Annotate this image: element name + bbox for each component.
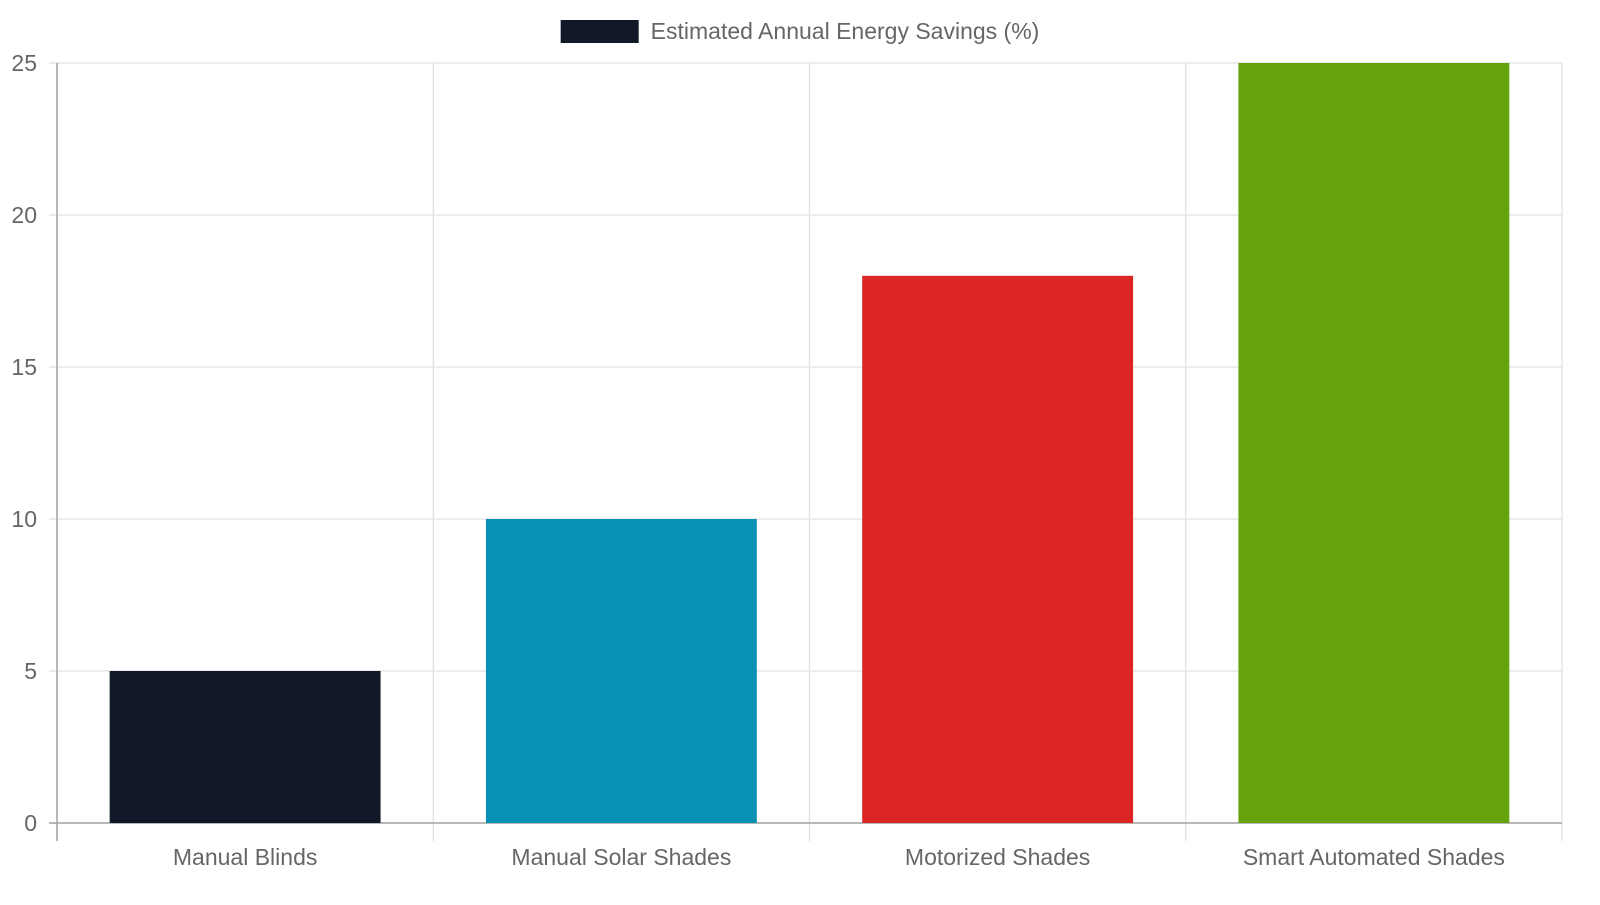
y-tick-label: 10 — [11, 506, 37, 532]
tick-labels: 0 5 10 15 20 25 Manual Blinds Manual Solar Shad… — [11, 50, 1505, 870]
bar[interactable] — [862, 275, 1134, 823]
legend[interactable]: Estimated Annual Energy Savings (%) — [560, 18, 1040, 44]
legend-swatch[interactable] — [560, 20, 639, 43]
y-tick-label: 5 — [24, 658, 37, 684]
y-tick-label: 15 — [11, 354, 37, 380]
bar[interactable] — [109, 671, 381, 823]
bar[interactable] — [485, 519, 757, 823]
bar[interactable] — [1238, 63, 1510, 823]
legend-label[interactable]: Estimated Annual Energy Savings (%) — [651, 18, 1040, 44]
x-tick-label: Motorized Shades — [905, 844, 1090, 870]
y-tick-label: 25 — [11, 50, 37, 76]
grid-lines — [49, 62, 1563, 841]
x-tick-label: Manual Blinds — [173, 844, 317, 870]
bars — [109, 63, 1510, 823]
y-tick-label: 20 — [11, 202, 37, 228]
y-tick-label: 0 — [24, 810, 37, 836]
x-tick-label: Manual Solar Shades — [511, 844, 731, 870]
x-tick-label: Smart Automated Shades — [1243, 844, 1505, 870]
